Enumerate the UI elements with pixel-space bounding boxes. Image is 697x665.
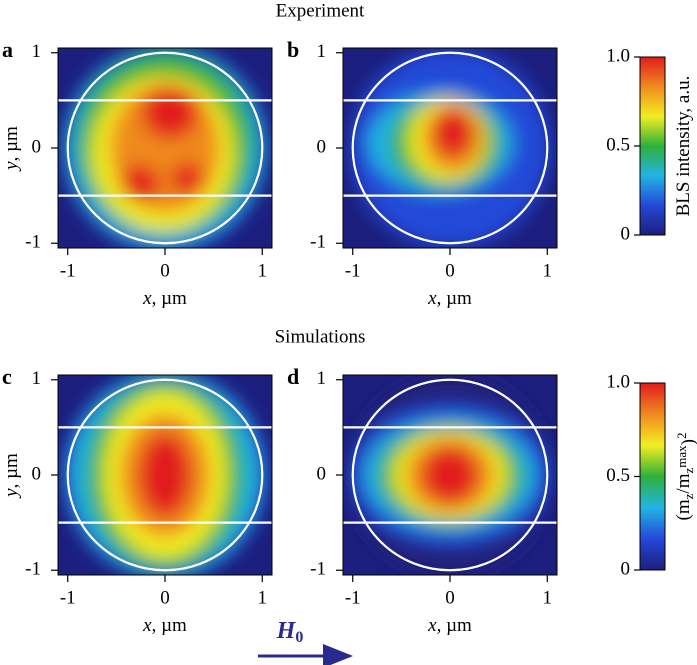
x-axis-label: x, µm (142, 288, 187, 309)
label-part: , µm (437, 288, 472, 309)
y-tick-label: 0 (317, 136, 327, 157)
y-tick-label: 0 (32, 463, 42, 484)
colorbar-tick-label: 1.0 (606, 371, 630, 392)
panel-letter: a (2, 37, 13, 62)
x-tick-label: -1 (60, 587, 76, 608)
heatmap-level (120, 165, 160, 201)
y-tick-label: 1 (32, 368, 42, 389)
field-symbol: H (276, 618, 297, 644)
colorbar-tick-label: 0.5 (606, 465, 630, 486)
y-tick-label: -1 (310, 559, 326, 580)
field-subscript: 0 (295, 629, 303, 646)
label-part: z (681, 493, 696, 499)
heatmap-field (63, 48, 267, 248)
x-axis-label: x, µm (427, 615, 472, 636)
colorbar-label: BLS intensity, a.u. (673, 76, 694, 217)
label-part: ) (678, 439, 697, 445)
x-tick-label: 0 (160, 587, 170, 608)
label-part: , µm (1, 453, 22, 488)
x-tick-label: -1 (345, 260, 361, 281)
heatmap (343, 375, 557, 575)
label-part: y (1, 488, 22, 499)
label-part: x (427, 615, 437, 636)
y-tick-label: 0 (317, 463, 327, 484)
colorbar (639, 382, 666, 571)
label-part: (m (673, 499, 694, 520)
heatmap-field (350, 375, 550, 575)
label-part: BLS intensity, a.u. (673, 76, 694, 217)
heatmap-field (63, 375, 267, 575)
heatmap-level (171, 162, 203, 194)
label-part: x (142, 615, 152, 636)
y-tick-label: -1 (25, 559, 41, 580)
x-tick-label: 1 (258, 587, 268, 608)
colorbar-tick-label: 1.0 (606, 45, 630, 66)
disk-outline (351, 51, 549, 245)
colorbar-label: (mz/mzmax)2 (673, 433, 697, 521)
x-tick-label: 0 (445, 587, 455, 608)
heading: Experiment (276, 0, 365, 21)
panel-letter: c (2, 364, 12, 389)
heatmap-level (139, 433, 191, 517)
colorbar-tick-label: 0.5 (606, 134, 630, 155)
heatmap-level (433, 108, 473, 158)
x-tick-label: -1 (345, 587, 361, 608)
panel-letter: b (287, 37, 299, 62)
label-part: x (427, 288, 437, 309)
y-tick-label: -1 (310, 232, 326, 253)
label-part: y (1, 161, 22, 172)
label-part: , µm (152, 288, 187, 309)
x-tick-label: 1 (543, 260, 553, 281)
y-axis-label: y, µm (1, 126, 22, 172)
heatmap-level (422, 447, 478, 503)
y-tick-label: 0 (32, 136, 42, 157)
x-tick-label: 0 (445, 260, 455, 281)
disk-outline (66, 51, 264, 245)
colorbar-tick-label: 0 (621, 558, 631, 579)
colorbar-tick-label: 0 (621, 223, 631, 244)
label-part: /m (673, 473, 694, 493)
label-part: , µm (1, 126, 22, 161)
x-tick-label: 1 (258, 260, 268, 281)
y-tick-label: -1 (25, 232, 41, 253)
label-part: 2 (674, 433, 689, 440)
x-tick-label: 0 (160, 260, 170, 281)
x-tick-label: 1 (543, 587, 553, 608)
colorbar (639, 56, 666, 236)
y-tick-label: 1 (317, 41, 327, 62)
heatmap (58, 375, 272, 575)
heatmap (343, 48, 557, 248)
y-tick-label: 1 (32, 41, 42, 62)
heatmap (58, 48, 272, 248)
x-axis-label: x, µm (427, 288, 472, 309)
field-label: H0 (276, 618, 304, 646)
y-tick-label: 1 (317, 368, 327, 389)
heatmap-field (350, 48, 550, 248)
panel-letter: d (287, 364, 299, 389)
heading: Simulations (275, 326, 366, 347)
y-axis-label: y, µm (1, 453, 22, 499)
label-part: , µm (152, 615, 187, 636)
label-part: x (142, 288, 152, 309)
x-tick-label: -1 (60, 260, 76, 281)
label-part: z (681, 468, 696, 474)
heatmap-level (142, 87, 198, 139)
disk-outline (66, 378, 264, 572)
x-axis-label: x, µm (142, 615, 187, 636)
label-part: , µm (437, 615, 472, 636)
disk-outline (351, 378, 549, 572)
label-part: max (674, 445, 689, 468)
